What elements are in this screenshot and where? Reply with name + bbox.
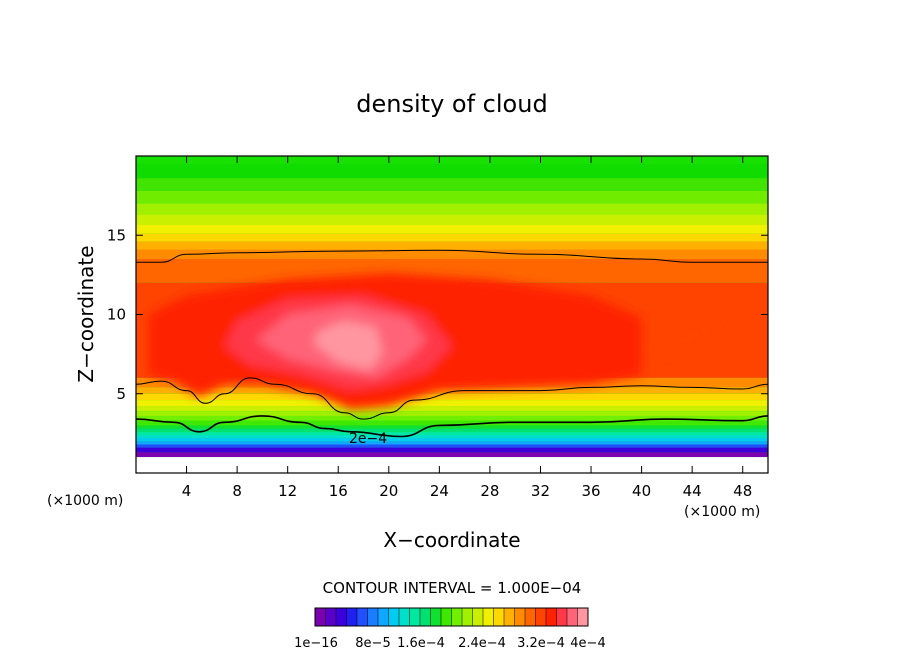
color-band (136, 163, 768, 179)
x-tick-label: 44 (683, 482, 702, 500)
x-axis-label: X−coordinate (383, 528, 520, 552)
colorbar-swatch (514, 608, 526, 626)
contour-interval-text: CONTOUR INTERVAL = 1.000E−04 (323, 579, 582, 597)
colorbar-tick-label: 1e−16 (294, 636, 338, 651)
colorbar-swatch (556, 608, 568, 626)
color-band (136, 438, 768, 442)
color-band (136, 444, 768, 448)
color-band (136, 259, 768, 283)
colorbar-tick-label: 4e−4 (570, 636, 605, 651)
plot-area (136, 156, 768, 473)
colorbar-swatch (430, 608, 442, 626)
x-tick-label: 48 (733, 482, 752, 500)
x-axis-unit: (×1000 m) (47, 493, 123, 509)
x-axis: 4 8 12 16 20 24 28 32 36 40 44 48 (182, 156, 752, 500)
colorbar-swatch (441, 608, 452, 626)
x-tick-label: 36 (581, 482, 600, 500)
color-band (136, 428, 768, 432)
x-tick-label: 24 (430, 482, 449, 500)
x-tick-label: 32 (531, 482, 550, 500)
colorbar-swatch (493, 608, 505, 626)
colorbar (314, 607, 589, 627)
contour-line (136, 415, 768, 438)
colorbar-swatch (483, 608, 494, 626)
color-band (136, 203, 768, 215)
color-band (136, 435, 768, 439)
colorbar-swatch (472, 608, 484, 626)
colorbar-tick-label: 1.6e−4 (397, 636, 445, 651)
chart-title: density of cloud (356, 90, 547, 118)
color-band (136, 387, 768, 394)
color-band (136, 415, 768, 421)
contour-line (136, 377, 768, 420)
color-band (136, 406, 768, 412)
colorbar-tick-label: 8e−5 (355, 636, 390, 651)
color-band (136, 400, 768, 407)
color-band (136, 441, 768, 445)
colorbar-swatch (504, 608, 515, 626)
contour-line (136, 249, 768, 263)
color-band (136, 190, 768, 204)
y-axis: 5 10 15 (107, 226, 768, 403)
x-tick-label: 28 (480, 482, 499, 500)
color-band (136, 452, 768, 458)
colorbar-swatch (399, 608, 410, 626)
y-axis-label: Z−coordinate (74, 245, 98, 382)
colorbar-swatch (315, 608, 326, 626)
color-band (136, 178, 768, 191)
color-band (136, 431, 768, 435)
color-band (136, 233, 768, 242)
colorbar-swatch (357, 608, 368, 626)
color-band (136, 425, 768, 429)
colorbar-swatch (577, 608, 589, 626)
colorbar-swatch (367, 608, 379, 626)
colorbar-labels: 1e−16 8e−5 1.6e−4 2.4e−4 3.2e−4 4e−4 (294, 636, 606, 651)
colorbar-swatch (462, 608, 473, 626)
cloud-density-region (654, 320, 718, 356)
y-tick-label: 5 (116, 385, 126, 403)
color-band (136, 241, 768, 250)
x-tick-label: 8 (232, 482, 242, 500)
colorbar-swatch (346, 608, 358, 626)
x-tick-label: 4 (182, 482, 192, 500)
colorbar-swatch (567, 608, 578, 626)
color-band (136, 447, 768, 453)
y-tick-label: 10 (107, 306, 126, 324)
colorbar-swatch (535, 608, 547, 626)
colorbar-swatch (325, 608, 337, 626)
colorbar-swatch (451, 608, 463, 626)
color-band (136, 393, 768, 401)
color-band (136, 249, 768, 259)
colorbar-swatch (388, 608, 400, 626)
contour-line-label: 2e−4 (349, 431, 387, 447)
x-tick-label: 12 (278, 482, 297, 500)
colorbar-tick-label: 2.4e−4 (458, 636, 506, 651)
color-band (136, 411, 768, 416)
colorbar-swatch (420, 608, 431, 626)
color-band (136, 214, 768, 225)
x-tick-label: 20 (379, 482, 398, 500)
colorbar-swatch (409, 608, 421, 626)
x-tick-label: 40 (632, 482, 651, 500)
colorbar-swatch (525, 608, 536, 626)
color-band (136, 224, 768, 234)
x-tick-label: 16 (329, 482, 348, 500)
colorbar-swatch (336, 608, 347, 626)
color-band (136, 420, 768, 426)
y-axis-unit: (×1000 m) (684, 504, 760, 520)
cloud-density-region (313, 320, 383, 370)
colorbar-swatch (378, 608, 389, 626)
color-band (136, 457, 768, 473)
colorbar-swatch (546, 608, 557, 626)
y-tick-label: 15 (107, 226, 126, 244)
colorbar-tick-label: 3.2e−4 (517, 636, 565, 651)
